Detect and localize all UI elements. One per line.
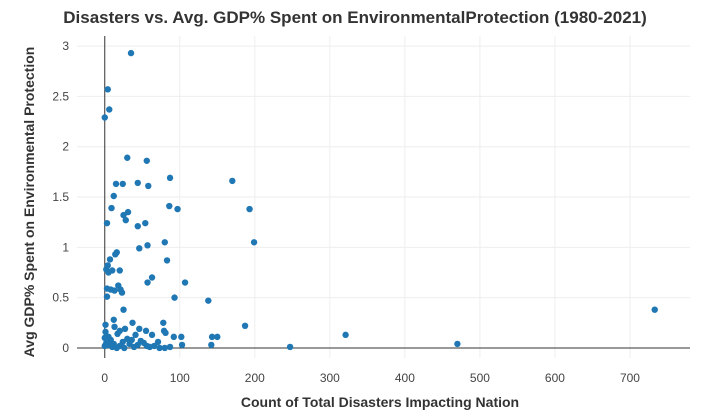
data-point — [166, 174, 174, 182]
data-point — [124, 154, 131, 161]
data-point — [134, 222, 141, 230]
y-tick-label: 1.5 — [52, 190, 69, 204]
data-point — [162, 329, 169, 337]
data-point — [144, 242, 151, 249]
data-point — [101, 334, 108, 342]
data-point — [102, 328, 109, 336]
data-point — [126, 340, 133, 348]
data-point — [103, 293, 111, 300]
data-point — [208, 341, 215, 349]
data-point — [110, 316, 117, 323]
data-point — [101, 114, 108, 121]
data-point — [250, 239, 258, 246]
y-tick-label: 0.5 — [52, 291, 69, 305]
x-tick-label: 300 — [320, 371, 340, 385]
data-point — [119, 180, 126, 188]
data-point — [454, 340, 461, 348]
data-point — [112, 180, 120, 188]
data-point — [122, 216, 129, 224]
data-point — [342, 331, 349, 339]
data-point — [103, 219, 111, 227]
x-tick-label: 100 — [170, 371, 190, 385]
data-point — [104, 86, 111, 93]
data-point — [148, 331, 156, 339]
data-point — [108, 204, 115, 212]
data-point — [286, 343, 294, 351]
data-point — [105, 269, 112, 276]
data-point — [156, 344, 163, 352]
x-tick-label: 200 — [245, 371, 265, 385]
data-point — [146, 343, 153, 351]
data-point — [121, 325, 129, 333]
data-point — [102, 321, 109, 328]
y-tick-label: 3 — [62, 39, 69, 53]
data-point — [124, 208, 132, 216]
data-point — [120, 211, 127, 219]
data-point — [116, 267, 123, 274]
data-point — [161, 344, 168, 352]
data-point — [148, 274, 156, 281]
y-tick-label: 2.5 — [52, 89, 69, 103]
data-point — [136, 325, 143, 333]
data-point — [112, 251, 119, 258]
data-point — [161, 239, 168, 246]
data-point — [134, 179, 141, 187]
x-tick-label: 400 — [395, 371, 415, 385]
y-tick-label: 2 — [62, 140, 69, 154]
data-point — [178, 341, 186, 349]
data-point — [142, 219, 149, 227]
data-point — [144, 279, 151, 286]
data-point — [129, 319, 136, 326]
data-point — [145, 182, 152, 190]
data-point — [170, 333, 177, 341]
x-tick-labels: 0 100 200 300 400 500 600 700 — [101, 371, 640, 385]
data-point — [111, 287, 118, 294]
x-tick-label: 0 — [101, 371, 108, 385]
data-point — [111, 323, 118, 331]
data-point — [132, 331, 139, 339]
data-point — [166, 343, 174, 351]
x-tick-label: 700 — [620, 371, 640, 385]
data-point — [110, 192, 117, 200]
y-tick-labels: 0 0.5 1 1.5 2 2.5 3 — [52, 39, 69, 355]
chart-title: Disasters vs. Avg. GDP% Spent on Environ… — [63, 8, 647, 27]
data-point — [651, 306, 658, 313]
x-axis-title: Count of Total Disasters Impacting Natio… — [241, 394, 519, 410]
data-point — [208, 333, 216, 341]
data-point — [136, 245, 143, 252]
data-point — [130, 343, 138, 351]
data-point — [101, 342, 108, 350]
data-point — [127, 49, 135, 57]
data-point — [181, 279, 189, 286]
data-point — [114, 330, 121, 338]
data-point — [163, 257, 171, 264]
data-point — [241, 322, 249, 329]
data-point — [143, 157, 150, 164]
data-point — [142, 327, 150, 335]
data-point — [120, 306, 127, 313]
y-axis-title: Avg GDP% Spent on Environmental Protecti… — [21, 47, 37, 358]
data-point — [205, 297, 212, 304]
data-points — [101, 49, 658, 352]
data-point — [214, 333, 221, 341]
data-point — [154, 338, 162, 346]
x-tick-label: 600 — [545, 371, 565, 385]
data-point — [106, 106, 113, 113]
data-point — [246, 205, 253, 213]
x-tick-label: 500 — [470, 371, 490, 385]
y-tick-label: 0 — [62, 341, 69, 355]
data-point — [174, 205, 181, 213]
data-point — [118, 289, 126, 296]
data-point — [171, 294, 178, 301]
data-point — [106, 256, 114, 263]
data-point — [160, 319, 167, 326]
data-point — [229, 177, 236, 185]
data-point — [178, 333, 185, 341]
data-point — [166, 202, 173, 210]
y-tick-label: 1 — [62, 240, 69, 254]
gridlines — [77, 36, 690, 358]
data-point — [121, 344, 128, 352]
data-point — [113, 344, 120, 352]
